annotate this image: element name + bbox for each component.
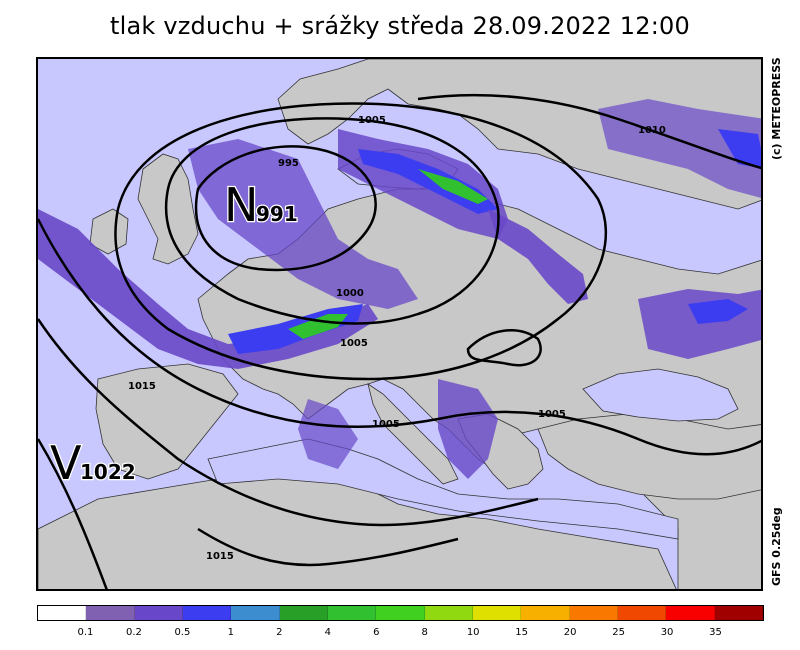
isobar-label: 1015 — [206, 551, 234, 562]
black-sea — [582, 368, 739, 422]
isobar-1010 — [38, 218, 761, 456]
land-iberia — [95, 363, 239, 480]
isobar-label: 1005 — [340, 338, 368, 349]
precip-peak-north — [418, 169, 488, 204]
high-pressure-symbol: V — [50, 436, 82, 490]
isobar-label: 995 — [278, 158, 299, 169]
legend-swatch — [521, 606, 570, 620]
low-pressure-value: 991 — [256, 202, 298, 226]
isobar-1005-north — [417, 93, 761, 170]
legend-tick-label: 8 — [421, 627, 428, 638]
isobar-closed-east — [466, 329, 542, 367]
legend-ticks: 0.1 0.2 0.5 1 2 4 6 8 10 15 20 25 30 35 — [37, 627, 764, 641]
legend-swatch — [424, 606, 473, 620]
precip-peak-west — [288, 314, 348, 339]
legend-swatch — [617, 606, 667, 620]
isobar-label: 1005 — [358, 115, 386, 126]
precip-tyrrhenian — [298, 399, 358, 469]
precip-core-far-east — [688, 299, 748, 324]
precip-core-northeast — [718, 129, 761, 169]
legend-swatch — [231, 606, 280, 620]
isobar-995 — [194, 145, 377, 272]
legend-swatch — [279, 606, 328, 620]
legend-tick-label: 0.2 — [125, 627, 142, 638]
isobar-label: 1015 — [128, 381, 156, 392]
legend-swatch — [182, 606, 232, 620]
legend-swatch — [327, 606, 377, 620]
map-canvas: 1005 995 1010 1000 1005 1015 1005 1005 1… — [38, 59, 761, 589]
isobar-label: 1010 — [638, 125, 666, 136]
legend-tick-label: 15 — [515, 627, 529, 638]
isobar-label: 1005 — [538, 409, 566, 420]
precip-band-northeast — [598, 99, 761, 198]
legend-tick-label: 1 — [227, 627, 235, 638]
legend-tick-label: 10 — [466, 627, 480, 638]
isobars — [38, 93, 761, 589]
model-label: GFS 0.25deg — [770, 507, 783, 586]
legend-swatch — [714, 606, 763, 620]
precipitation — [38, 99, 761, 479]
isobar-1015 — [38, 318, 539, 527]
precip-band-west — [38, 209, 378, 369]
legend-tick-label: 2 — [276, 627, 283, 638]
isobar-1005 — [114, 102, 607, 381]
isobar-1000 — [164, 117, 500, 325]
pressure-centers: N 991 V 1022 — [49, 177, 299, 492]
weather-map: 1005 995 1010 1000 1005 1015 1005 1005 1… — [36, 57, 763, 591]
legend-tick-label: 6 — [373, 627, 380, 638]
legend-tick-label: 0.1 — [77, 627, 94, 638]
isobar-label: 1000 — [336, 288, 364, 299]
copyright-label: (c) METEOPRESS — [770, 57, 783, 160]
legend-tick-label: 4 — [324, 627, 331, 638]
precip-band-center — [188, 139, 418, 309]
isobar-1020 — [38, 438, 108, 589]
precip-band-east — [488, 209, 588, 304]
precip-core-north — [358, 149, 498, 214]
legend-tick-label: 35 — [709, 627, 722, 638]
legend-swatch — [472, 606, 522, 620]
low-pressure-symbol: N — [224, 178, 258, 232]
legend-tick-label: 0.5 — [174, 627, 191, 638]
legend-swatch — [38, 606, 87, 620]
isobar-label: 1005 — [372, 419, 400, 430]
legend-tick-label: 25 — [612, 627, 625, 638]
legend-swatch — [569, 606, 618, 620]
legend-swatch — [134, 606, 183, 620]
land-britain — [137, 153, 199, 265]
high-pressure-value: 1022 — [80, 460, 136, 484]
legend-swatch — [376, 606, 425, 620]
map-title: tlak vzduchu + srážky středa 28.09.2022 … — [110, 12, 690, 40]
isobar-1015-south — [197, 527, 459, 567]
legend-tick-label: 30 — [660, 627, 674, 638]
legend-tick-label: 20 — [563, 627, 577, 638]
legend-swatch — [666, 606, 715, 620]
legend-swatch — [86, 606, 135, 620]
isobar-labels: 1005 995 1010 1000 1005 1015 1005 1005 1… — [128, 115, 666, 562]
precipitation-legend — [37, 605, 764, 621]
precip-balkans — [438, 379, 498, 479]
